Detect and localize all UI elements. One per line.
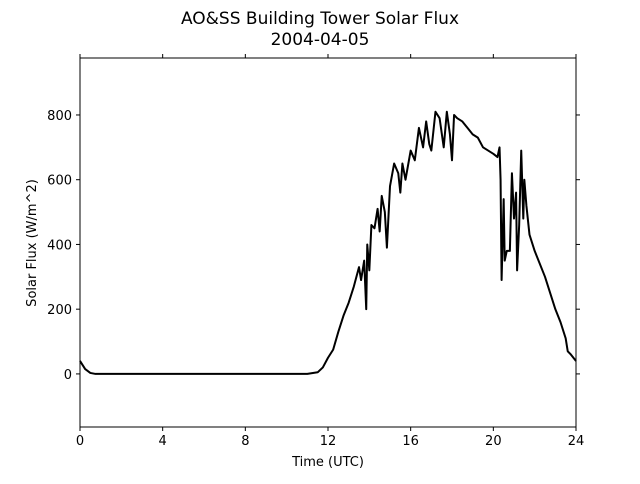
chart-subtitle: 2004-04-05	[271, 30, 370, 50]
x-tick-label: 16	[402, 434, 419, 449]
x-tick-label: 0	[76, 434, 84, 449]
y-tick-label: 0	[64, 368, 72, 383]
x-tick-label: 24	[568, 434, 585, 449]
y-tick-label: 800	[47, 109, 72, 124]
data-line	[79, 110, 577, 375]
x-tick-label: 20	[485, 434, 502, 449]
y-tick-label: 400	[47, 238, 72, 253]
chart-title: AO&SS Building Tower Solar Flux	[181, 9, 459, 29]
x-tick-label: 8	[241, 434, 249, 449]
x-axis-label: Time (UTC)	[291, 455, 364, 470]
y-tick-label: 600	[47, 174, 72, 189]
y-axis-label: Solar Flux (W/m^2)	[25, 179, 40, 307]
y-tick-label: 200	[47, 303, 72, 318]
x-tick-label: 12	[320, 434, 337, 449]
x-tick-label: 4	[159, 434, 167, 449]
